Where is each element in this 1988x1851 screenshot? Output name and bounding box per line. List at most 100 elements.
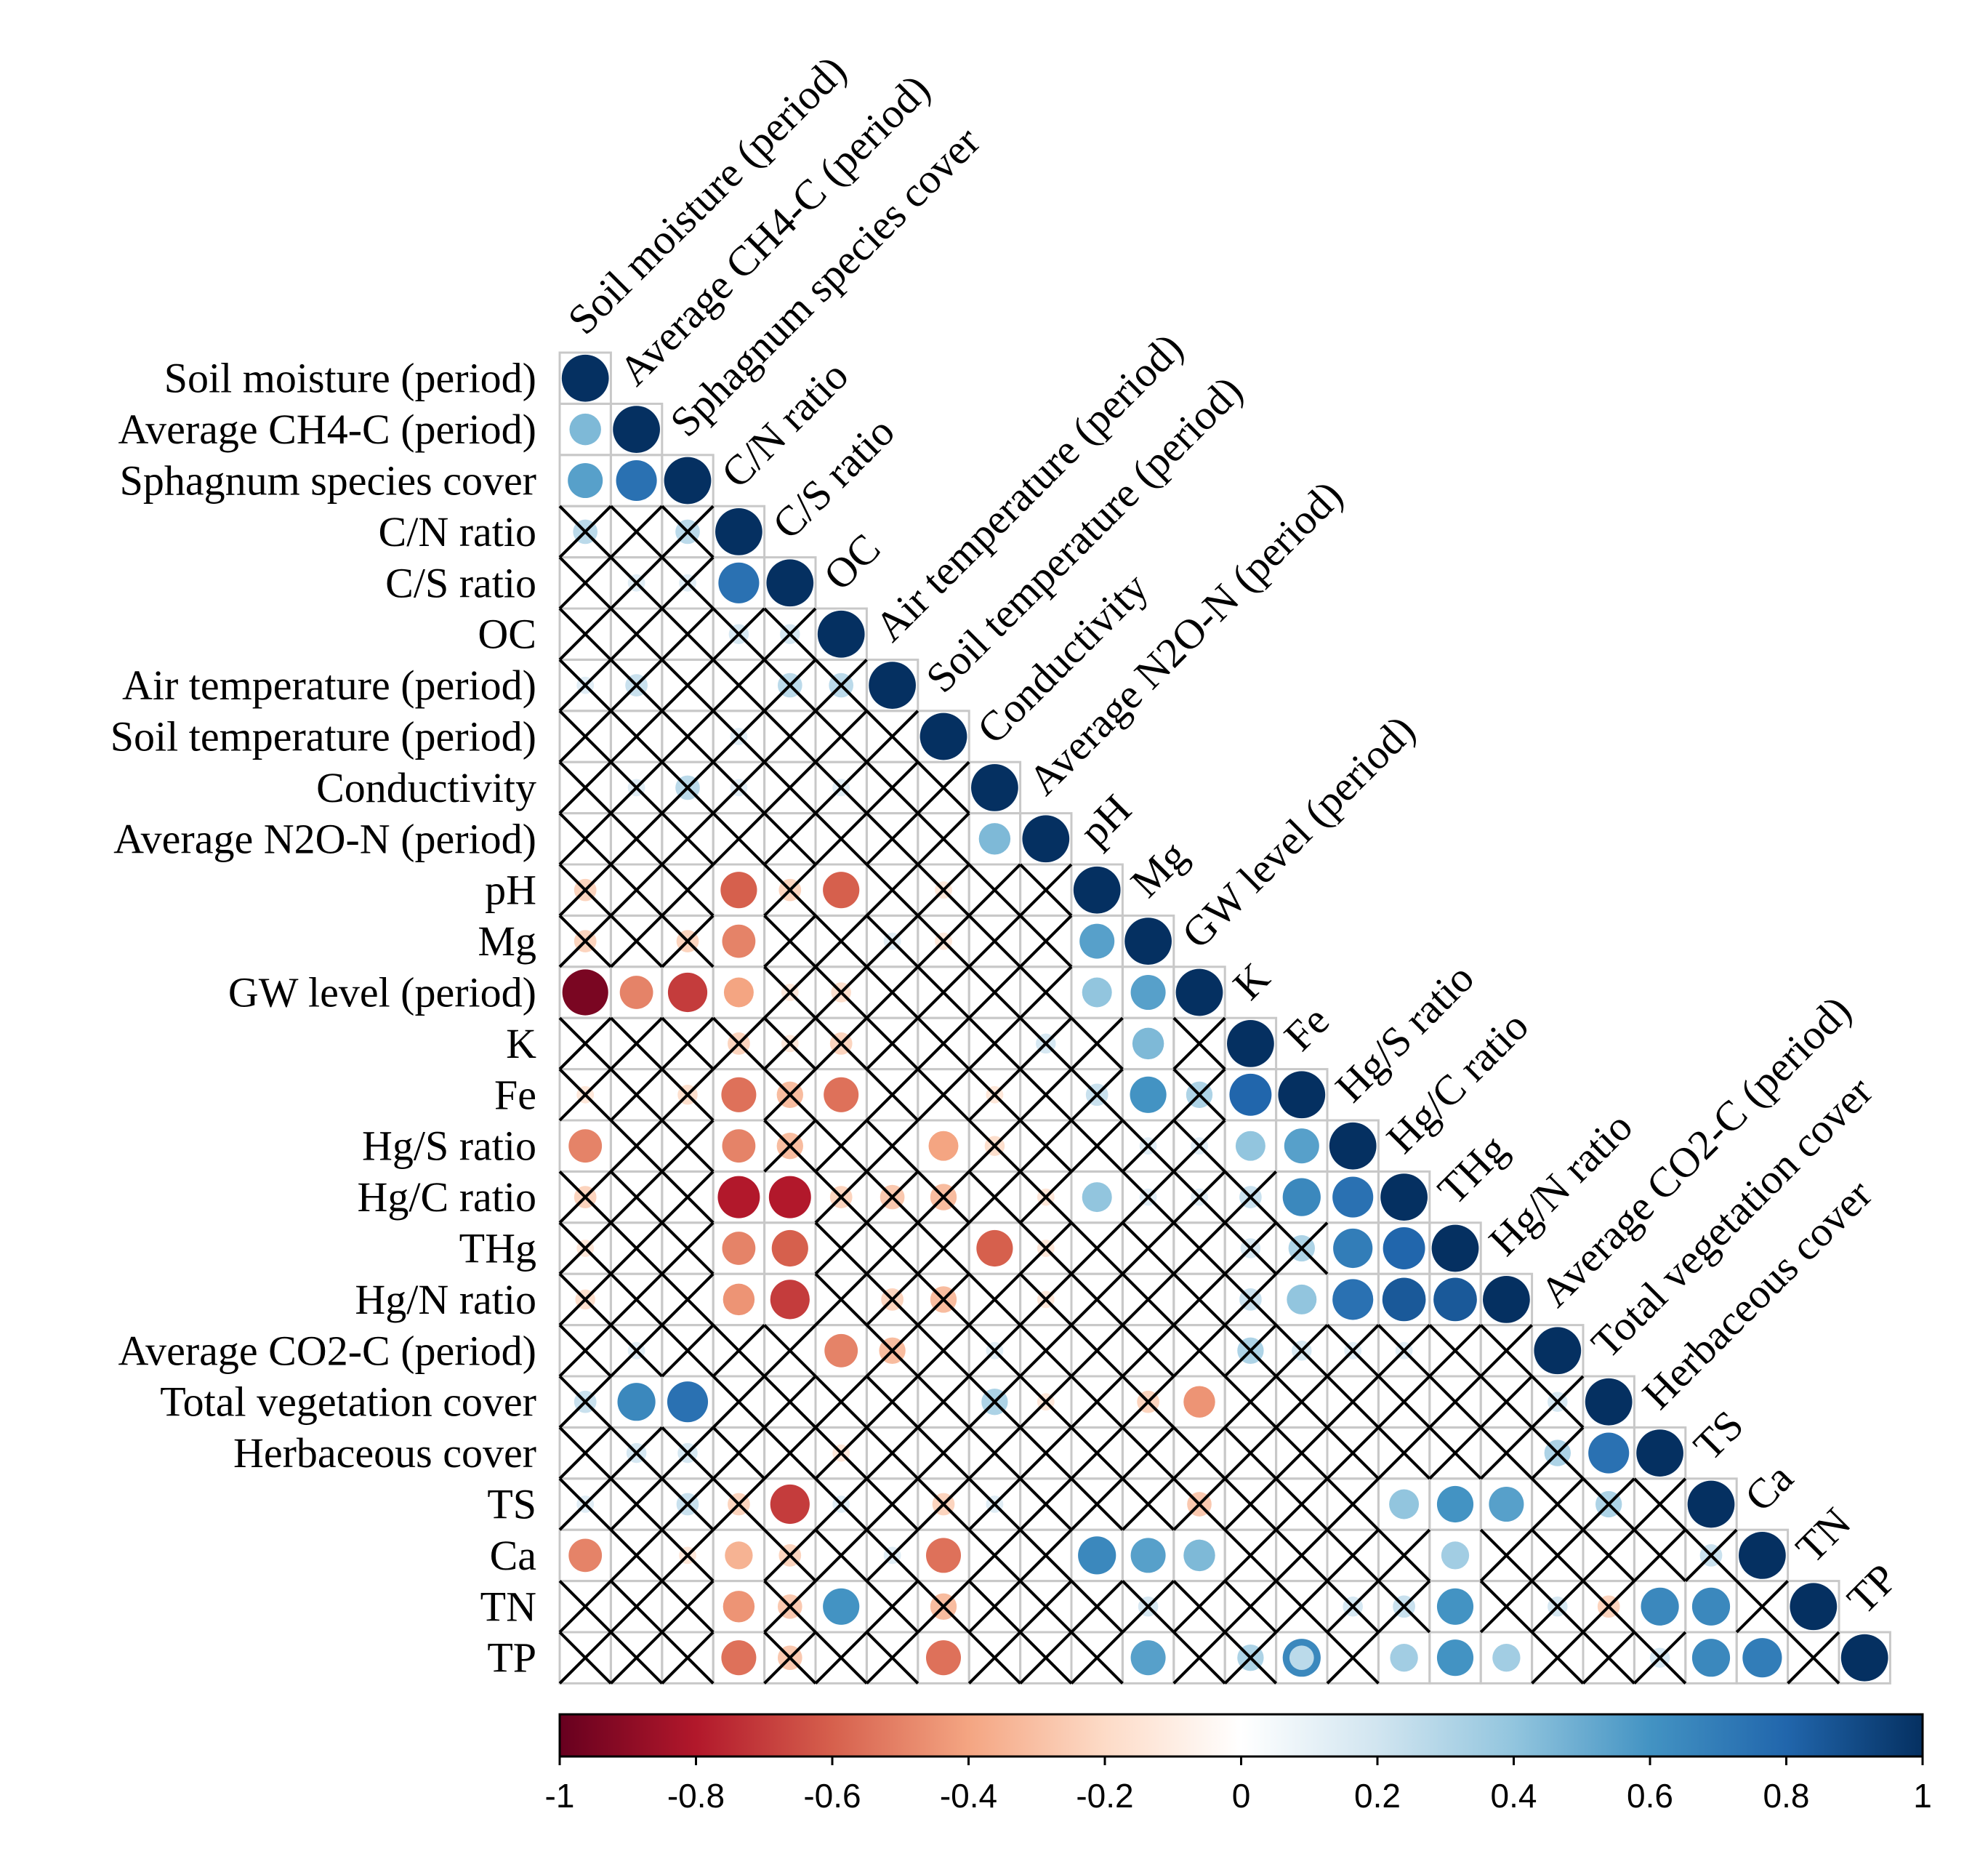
nonsignificant-cross bbox=[763, 607, 817, 661]
diagonal-circle bbox=[1840, 1634, 1888, 1682]
nonsignificant-cross bbox=[917, 1426, 970, 1480]
nonsignificant-cross bbox=[967, 1119, 1022, 1173]
nonsignificant-cross bbox=[712, 1426, 766, 1480]
nonsignificant-circle bbox=[1289, 1645, 1314, 1671]
correlation-circle bbox=[1436, 1588, 1474, 1625]
nonsignificant-cross bbox=[967, 1631, 1022, 1685]
nonsignificant-cross bbox=[814, 1375, 868, 1429]
row-label: Hg/N ratio bbox=[355, 1276, 536, 1323]
diagonal-circle bbox=[561, 354, 609, 402]
row-label: C/S ratio bbox=[385, 559, 536, 606]
nonsignificant-cross bbox=[1275, 1375, 1329, 1429]
nonsignificant-cross bbox=[661, 1016, 715, 1071]
nonsignificant-cross bbox=[661, 1528, 715, 1583]
nonsignificant-cross bbox=[661, 1580, 715, 1634]
nonsignificant-cross bbox=[712, 710, 766, 763]
nonsignificant-cross bbox=[1326, 1528, 1380, 1583]
nonsignificant-cross bbox=[1070, 1375, 1124, 1429]
correlation-circle bbox=[723, 1283, 755, 1316]
nonsignificant-cross bbox=[1172, 1068, 1226, 1122]
nonsignificant-cross bbox=[1019, 914, 1073, 968]
nonsignificant-cross bbox=[1019, 1324, 1073, 1378]
row-label: TS bbox=[487, 1481, 536, 1528]
row-label: Hg/C ratio bbox=[358, 1173, 536, 1221]
nonsignificant-cross bbox=[865, 1016, 919, 1071]
nonsignificant-cross bbox=[609, 1119, 664, 1173]
nonsignificant-cross bbox=[1121, 1375, 1175, 1429]
correlation-circle bbox=[771, 1229, 808, 1267]
nonsignificant-cross bbox=[1684, 1528, 1738, 1583]
correlation-circle bbox=[1229, 1073, 1272, 1116]
nonsignificant-cross bbox=[1019, 1221, 1073, 1275]
nonsignificant-cross bbox=[1070, 1068, 1124, 1122]
diagonal-circle bbox=[1227, 1020, 1274, 1067]
nonsignificant-cross bbox=[917, 1221, 970, 1275]
nonsignificant-cross bbox=[558, 1631, 612, 1685]
correlation-circle bbox=[1130, 1640, 1166, 1676]
correlation-circle bbox=[1284, 1128, 1319, 1164]
nonsignificant-cross bbox=[917, 1272, 970, 1327]
nonsignificant-cross bbox=[1121, 1119, 1175, 1173]
nonsignificant-cross bbox=[865, 1631, 919, 1685]
nonsignificant-cross bbox=[865, 1170, 919, 1224]
nonsignificant-cross bbox=[1070, 1016, 1124, 1071]
correlation-circle bbox=[1332, 1279, 1374, 1320]
nonsignificant-cross bbox=[558, 914, 612, 968]
nonsignificant-cross bbox=[558, 658, 612, 712]
nonsignificant-cross bbox=[712, 1016, 766, 1071]
colorbar-tick-label: 0.4 bbox=[1491, 1777, 1537, 1815]
colorbar-tick-label: 0.6 bbox=[1627, 1777, 1673, 1815]
correlation-circle bbox=[1082, 977, 1112, 1008]
colorbar bbox=[558, 1713, 1924, 1758]
nonsignificant-cross bbox=[917, 1580, 970, 1634]
nonsignificant-cross bbox=[1019, 1068, 1073, 1122]
nonsignificant-cross bbox=[917, 914, 970, 968]
column-label: Fe bbox=[1275, 997, 1338, 1060]
nonsignificant-cross bbox=[1479, 1324, 1534, 1378]
nonsignificant-cross bbox=[865, 710, 919, 763]
nonsignificant-cross bbox=[814, 812, 868, 866]
nonsignificant-cross bbox=[609, 556, 664, 610]
diagonal-circle bbox=[1483, 1276, 1530, 1323]
correlation-circle bbox=[1433, 1277, 1477, 1322]
nonsignificant-cross bbox=[1428, 1426, 1482, 1480]
row-label: TN bbox=[480, 1583, 536, 1630]
nonsignificant-cross bbox=[1377, 1324, 1431, 1378]
nonsignificant-cross bbox=[1479, 1528, 1534, 1583]
nonsignificant-cross bbox=[558, 1580, 612, 1634]
nonsignificant-cross bbox=[814, 1477, 868, 1531]
nonsignificant-cross bbox=[1377, 1528, 1431, 1583]
diagonal-circle bbox=[766, 559, 814, 607]
nonsignificant-cross bbox=[1275, 1528, 1329, 1583]
correlation-circle bbox=[667, 1381, 709, 1423]
diagonal-circle bbox=[1636, 1429, 1683, 1477]
nonsignificant-cross bbox=[917, 1375, 970, 1429]
nonsignificant-cross bbox=[814, 1221, 868, 1275]
nonsignificant-cross bbox=[1223, 1528, 1278, 1583]
nonsignificant-cross bbox=[763, 1375, 817, 1429]
nonsignificant-cross bbox=[661, 1426, 715, 1480]
nonsignificant-cross bbox=[1121, 1221, 1175, 1275]
nonsignificant-cross bbox=[1326, 1580, 1380, 1634]
nonsignificant-cross bbox=[1121, 1170, 1175, 1224]
nonsignificant-cross bbox=[814, 710, 868, 763]
nonsignificant-cross bbox=[1019, 1119, 1073, 1173]
nonsignificant-cross bbox=[609, 863, 664, 917]
diagonal-circle bbox=[1380, 1173, 1428, 1221]
column-label: GW level (period) bbox=[1172, 706, 1424, 957]
nonsignificant-cross bbox=[661, 1272, 715, 1327]
nonsignificant-cross bbox=[1121, 1324, 1175, 1378]
correlation-circle bbox=[568, 1129, 603, 1163]
nonsignificant-cross bbox=[1019, 1426, 1073, 1480]
nonsignificant-cross bbox=[814, 914, 868, 968]
nonsignificant-cross bbox=[609, 1528, 664, 1583]
correlation-circle bbox=[823, 1588, 860, 1625]
row-label: Herbaceous cover bbox=[233, 1429, 536, 1477]
nonsignificant-cross bbox=[1326, 1426, 1380, 1480]
nonsignificant-cross bbox=[1531, 1426, 1585, 1480]
diagonal-circle bbox=[971, 764, 1018, 811]
row-label: K bbox=[506, 1020, 536, 1067]
nonsignificant-cross bbox=[609, 1221, 664, 1275]
nonsignificant-cross bbox=[1121, 1477, 1175, 1531]
